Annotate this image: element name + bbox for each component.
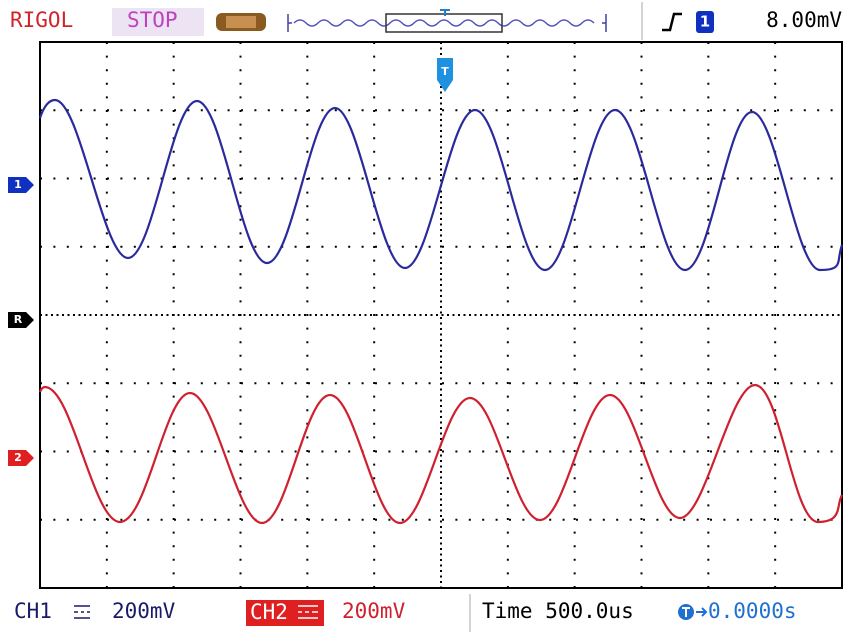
memory-bar bbox=[287, 9, 607, 33]
ch1-marker-label: 1 bbox=[14, 178, 22, 191]
ch1-scale: 200mV bbox=[112, 599, 176, 623]
ref-marker bbox=[8, 312, 34, 328]
screen-border bbox=[39, 41, 843, 589]
ch1-coupling-icon bbox=[74, 605, 90, 619]
timebase: Time 500.0us bbox=[482, 599, 634, 623]
ch2-marker bbox=[8, 450, 34, 466]
offset-icon-t bbox=[682, 607, 690, 617]
trigger-edge-icon bbox=[662, 12, 682, 32]
trigger-marker bbox=[437, 58, 453, 92]
memory-trigger bbox=[440, 9, 450, 16]
battery-fill bbox=[226, 16, 256, 28]
status: STOP bbox=[127, 8, 178, 32]
ch2-label: CH2 bbox=[250, 600, 288, 624]
ref-marker-label: R bbox=[14, 313, 23, 326]
trigger-marker-label: T bbox=[441, 65, 449, 78]
ch2-scale: 200mV bbox=[342, 599, 406, 623]
offset: 0.0000s bbox=[708, 599, 797, 623]
offset-arrow bbox=[696, 607, 708, 617]
ch2-label-box bbox=[246, 600, 324, 626]
trigger-channel: 1 bbox=[700, 13, 710, 31]
memory-wave bbox=[293, 19, 595, 27]
ch1-label: CH1 bbox=[14, 599, 52, 623]
brand: RIGOL bbox=[10, 8, 73, 32]
status-box bbox=[112, 8, 204, 36]
ch2-marker-label: 2 bbox=[14, 451, 22, 464]
memory-bracket bbox=[287, 14, 607, 32]
trigger-channel-box bbox=[696, 11, 714, 33]
ch1-marker bbox=[8, 177, 34, 193]
graticule bbox=[40, 42, 842, 588]
ch1-waveform bbox=[38, 98, 844, 272]
ch2-coupling-icon bbox=[298, 605, 318, 619]
ch2-waveform bbox=[38, 383, 843, 525]
trigger-level: 8.00mV bbox=[766, 8, 842, 32]
